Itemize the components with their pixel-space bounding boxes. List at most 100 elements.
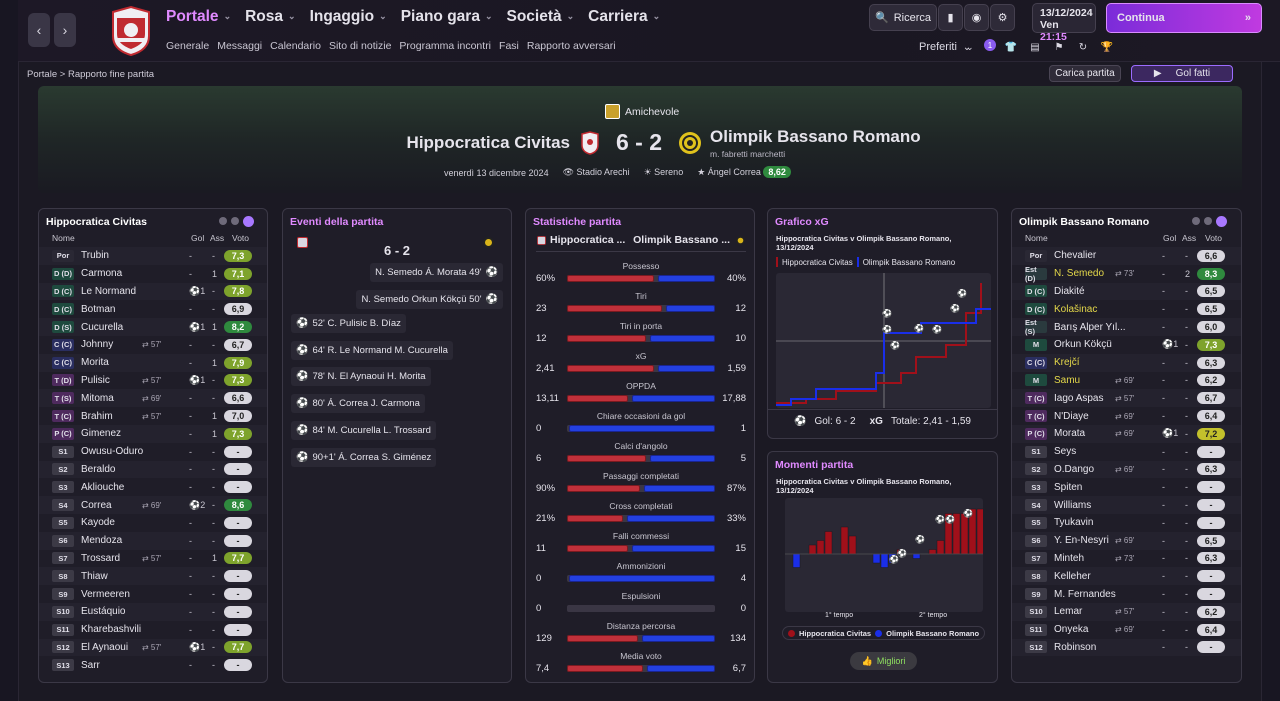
back-button[interactable]: ‹ [28,13,50,47]
player-name[interactable]: Chevalier [1054,250,1097,262]
col-ass[interactable]: Ass [210,233,225,243]
table-row[interactable]: S3 Akliouche - - - [39,478,267,496]
player-name[interactable]: Thiaw [81,570,108,582]
col-name[interactable]: Nome [52,233,75,243]
player-name[interactable]: Trubin [81,250,109,262]
table-row[interactable]: D (C) Diakité - -6,5 [1012,282,1241,301]
breadcrumb-root[interactable]: Portale [27,69,58,80]
pager-dot[interactable] [1204,217,1212,225]
player-name[interactable]: Beraldo [81,463,116,475]
player-name[interactable]: M. Fernandes [1054,588,1116,600]
bookmark-icon[interactable]: ▮ [938,4,963,31]
pager-dot-active[interactable] [243,216,254,227]
table-row[interactable]: Por Trubin - -7,3 [39,247,267,265]
player-name[interactable]: Krejčí [1054,357,1080,369]
submenu-item-0[interactable]: Generale [166,40,210,52]
pager-dot[interactable] [231,217,239,225]
player-name[interactable]: Onyeka [1054,624,1089,636]
table-row[interactable]: T (D) Pulisic ⇄ 57' ⚽1-7,3 [39,372,267,390]
event-home[interactable]: ⚽ 84' M. Cucurella L. Trossard [291,420,436,440]
player-name[interactable]: N'Diaye [1054,410,1089,422]
table-row[interactable]: D (C) Botman - -6,9 [39,300,267,318]
player-name[interactable]: Iago Aspas [1054,392,1104,404]
player-name[interactable]: Robinson [1054,641,1097,653]
favorites-dropdown[interactable]: Preferiti ⌄ [919,41,974,53]
forward-button[interactable]: › [54,13,76,47]
table-row[interactable]: S4 Correa ⇄ 69' ⚽2-8,6 [39,496,267,514]
player-name[interactable]: Johnny [81,339,114,351]
table-row[interactable]: S8 Kelleher - - - [1012,567,1241,586]
player-name[interactable]: Trossard [81,552,121,564]
submenu-item-2[interactable]: Calendario [270,40,321,52]
player-name[interactable]: Lemar [1054,606,1083,618]
col-ass[interactable]: Ass [1182,233,1197,243]
menu-4[interactable]: Società ⌄ [506,8,574,26]
tactics-icon[interactable]: ⚑ [1054,41,1064,53]
gear-icon[interactable]: ⚙ [990,4,1015,31]
submenu-item-3[interactable]: Sito di notizie [328,40,392,52]
player-name[interactable]: Minteh [1054,552,1085,564]
table-row[interactable]: S7 Trossard ⇄ 57' - 1 7,7 [39,550,267,568]
table-row[interactable]: M Samu ⇄ 69' - -6,2 [1012,372,1241,390]
player-name[interactable]: Pulisic [81,374,110,386]
player-name[interactable]: Williams [1054,499,1092,511]
player-name[interactable]: Y. En-Nesyri [1054,535,1109,547]
menu-0[interactable]: Portale ⌄ [166,8,231,26]
player-name[interactable]: Kelleher [1054,570,1091,582]
continue-button[interactable]: Continua » [1106,3,1262,33]
table-row[interactable]: D (C) Kolašinac - -6,5 [1012,300,1241,318]
table-row[interactable]: S8 Thiaw - - - [39,567,267,586]
table-row[interactable]: T (S) Mitoma ⇄ 69' - -6,6 [39,389,267,408]
player-name[interactable]: Orkun Kökçü [1054,339,1112,351]
player-name[interactable]: Correa [81,499,112,511]
refresh-icon[interactable]: ↻ [1078,41,1088,53]
document-icon[interactable]: ▤ [1030,41,1040,53]
col-name[interactable]: Nome [1025,233,1048,243]
player-name[interactable]: Eustáquio [81,606,126,618]
table-row[interactable]: S2 O.Dango ⇄ 69' - -6,3 [1012,460,1241,479]
player-name[interactable]: N. Semedo [1054,268,1105,280]
panel-pager[interactable] [219,216,254,227]
table-row[interactable]: S12 El Aynaoui ⇄ 57' ⚽1-7,7 [39,638,267,657]
player-name[interactable]: Cucurella [81,321,124,333]
table-row[interactable]: S1 Owusu-Oduro - - - [39,443,267,461]
player-name[interactable]: Kolašinac [1054,303,1098,315]
player-name[interactable]: Mitoma [81,392,114,404]
player-name[interactable]: Morata [1054,428,1086,440]
table-row[interactable]: T (C) N'Diaye ⇄ 69' - -6,4 [1012,407,1241,425]
table-row[interactable]: C (C) Johnny ⇄ 57' - -6,7 [39,336,267,354]
table-row[interactable]: Por Chevalier - -6,6 [1012,247,1241,265]
player-name[interactable]: Gimenez [81,428,122,440]
table-row[interactable]: C (C) Morita - 1 7,9 [39,353,267,372]
event-home[interactable]: ⚽ 64' R. Le Normand M. Cucurella [291,340,453,360]
menu-1[interactable]: Rosa ⌄ [245,8,295,26]
table-row[interactable]: M Orkun Kökçü ⚽1-7,3 [1012,336,1241,354]
home-team[interactable]: Hippocratica Civitas [406,133,570,152]
player-name[interactable]: Seys [1054,446,1077,458]
player-name[interactable]: O.Dango [1054,463,1095,475]
table-row[interactable]: S6 Mendoza - - - [39,531,267,550]
event-home[interactable]: ⚽ 90+1' Á. Correa S. Giménez [291,447,437,467]
table-row[interactable]: T (C) Iago Aspas ⇄ 57' - -6,7 [1012,389,1241,408]
table-row[interactable]: P (C) Gimenez - 1 7,3 [39,424,267,443]
player-name[interactable]: Owusu-Oduro [81,446,144,458]
player-name[interactable]: El Aynaoui [81,641,129,653]
player-name[interactable]: Barış Alper Yıl... [1054,321,1126,333]
player-name[interactable]: Morita [81,357,109,369]
player-name[interactable]: Diakité [1054,285,1085,297]
player-name[interactable]: Vermeeren [81,588,130,600]
table-row[interactable]: S6 Y. En-Nesyri ⇄ 69' - -6,5 [1012,531,1241,550]
table-row[interactable]: S10 Lemar ⇄ 57' - -6,2 [1012,602,1241,621]
event-home[interactable]: ⚽ 80' Á. Correa J. Carmona [291,394,425,414]
table-row[interactable]: C (C) Krejčí - -6,3 [1012,353,1241,372]
player-name[interactable]: Samu [1054,374,1081,386]
table-row[interactable]: S9 Vermeeren - - - [39,585,267,603]
submenu-item-6[interactable]: Rapporto avversari [526,40,616,52]
goals-button[interactable]: ▶ Gol fatti [1131,65,1233,82]
shirt-icon[interactable]: 👕 [1004,41,1018,53]
player-name[interactable]: Mendoza [81,535,123,547]
trophy-icon[interactable]: 🏆 [1100,41,1114,53]
load-match-button[interactable]: Carica partita [1049,65,1121,82]
table-row[interactable]: D (D) Carmona - 1 7,1 [39,265,267,283]
player-name[interactable]: Spiten [1054,481,1083,493]
